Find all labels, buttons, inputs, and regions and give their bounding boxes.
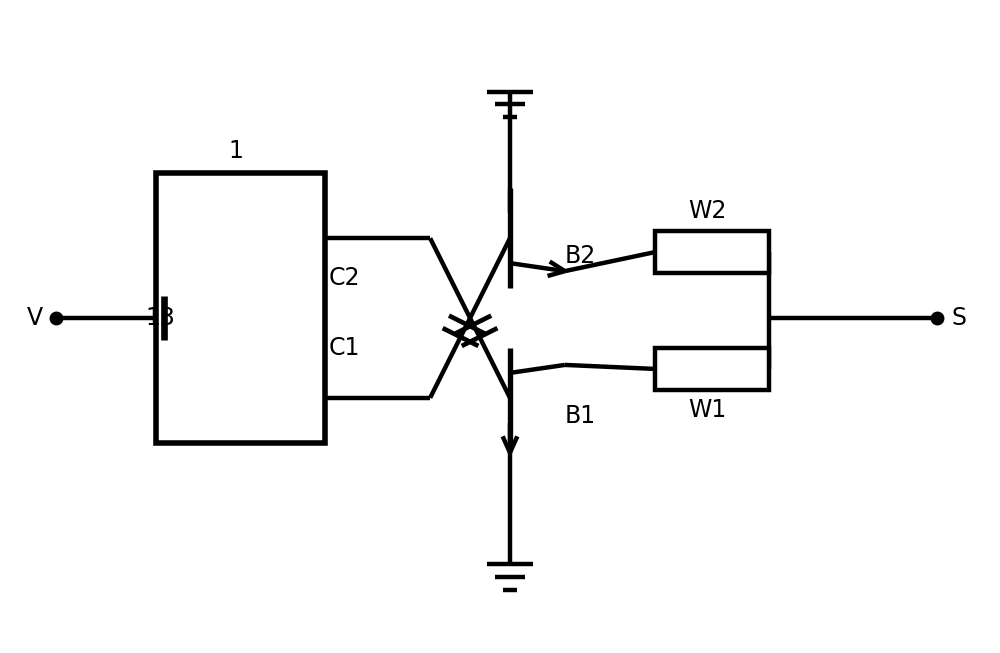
Text: C1: C1 [329, 336, 360, 360]
Text: S: S [951, 306, 966, 330]
Text: B1: B1 [565, 404, 596, 428]
Text: W1: W1 [688, 398, 727, 422]
Bar [156, 173, 325, 443]
Text: 13: 13 [146, 306, 176, 330]
Text: 1: 1 [228, 139, 243, 163]
Text: B2: B2 [565, 244, 596, 268]
Text: V: V [27, 306, 43, 330]
Bar [655, 348, 769, 390]
Text: C2: C2 [329, 266, 360, 290]
Text: W2: W2 [688, 199, 727, 223]
Bar [655, 231, 769, 273]
